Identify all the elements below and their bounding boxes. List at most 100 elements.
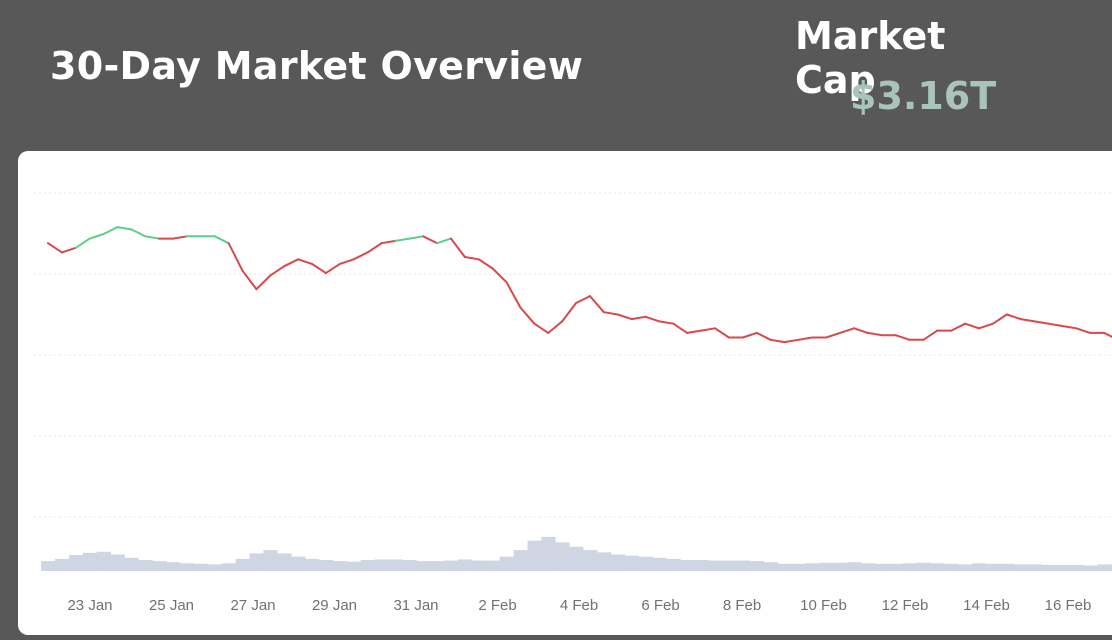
price-segment: [366, 242, 383, 254]
price-segment: [700, 327, 717, 332]
price-segment: [714, 327, 730, 339]
volume-bar: [235, 558, 250, 571]
volume-bar: [930, 563, 945, 571]
price-segment: [283, 258, 300, 268]
volume-bar: [652, 557, 667, 571]
price-segment: [950, 322, 967, 332]
market-cap-label: Market Cap: [795, 14, 946, 102]
volume-bar: [708, 560, 723, 571]
volume-bar: [999, 563, 1015, 571]
price-segment: [380, 239, 397, 245]
price-segment: [1033, 320, 1050, 325]
price-segment: [866, 331, 883, 337]
volume-bar: [152, 561, 167, 571]
price-segment: [533, 322, 550, 334]
volume-bar: [360, 560, 375, 571]
volume-bar: [555, 542, 570, 571]
volume-bar: [444, 560, 459, 571]
price-segment: [352, 251, 369, 261]
volume-bar: [722, 560, 737, 571]
price-segment: [172, 235, 188, 240]
volume-bar: [249, 553, 264, 571]
volume-bar: [471, 560, 487, 571]
price-segment: [561, 302, 578, 323]
x-tick-label: 16 Feb: [1045, 597, 1092, 614]
price-segment: [408, 235, 425, 240]
volume-bar: [1069, 564, 1084, 571]
price-segment: [144, 235, 161, 240]
volume-bar: [166, 562, 181, 571]
price-segment: [1075, 327, 1092, 334]
price-segment: [922, 329, 939, 341]
volume-bar: [735, 560, 751, 571]
x-tick-label: 29 Jan: [312, 597, 357, 614]
price-segment: [436, 237, 452, 245]
x-tick-label: 25 Jan: [149, 597, 194, 614]
x-tick-label: 12 Feb: [882, 597, 929, 614]
price-segment: [783, 338, 800, 344]
volume-bar: [68, 555, 84, 571]
volume-bar: [430, 561, 445, 571]
price-segment: [297, 258, 314, 265]
price-segment: [227, 242, 244, 272]
volume-bar: [624, 555, 639, 571]
price-segment: [394, 237, 411, 242]
price-segment: [519, 306, 536, 325]
price-segment: [60, 246, 77, 254]
price-segment: [852, 327, 869, 334]
volume-bar: [569, 546, 584, 571]
x-tick-label: 6 Feb: [641, 597, 679, 614]
volume-bar: [791, 563, 806, 571]
price-segment: [964, 322, 981, 330]
price-segment: [630, 315, 647, 321]
volume-bar: [263, 550, 278, 571]
volume-bar: [944, 563, 959, 571]
volume-bar: [110, 554, 125, 571]
volume-bar: [1097, 564, 1112, 571]
volume-bar: [221, 563, 237, 571]
price-segment: [672, 322, 689, 334]
market-cap-chart[interactable]: 23 Jan 25 Jan 27 Jan 29 Jan 31 Jan 2 Feb 4 Feb…: [18, 151, 1112, 635]
volume-bar: [207, 564, 223, 571]
volume-bar: [291, 556, 306, 571]
volume-bar: [388, 559, 403, 571]
volume-bar: [374, 559, 389, 571]
volume-bar: [513, 550, 528, 571]
price-segment: [463, 256, 480, 261]
price-segment: [255, 274, 272, 291]
price-segment: [755, 331, 772, 341]
volume-bar: [541, 536, 556, 571]
price-segment: [311, 262, 327, 275]
x-tick-label: 10 Feb: [800, 597, 847, 614]
volume-bar: [180, 563, 195, 571]
price-segment: [505, 281, 522, 309]
volume-bar: [610, 554, 626, 571]
price-segment: [338, 258, 355, 265]
volume-bar: [332, 561, 348, 571]
price-segment: [1047, 322, 1064, 327]
volume-bar: [1027, 564, 1042, 571]
price-segment: [769, 338, 786, 344]
price-segment: [74, 237, 91, 249]
price-segment: [116, 226, 133, 231]
volume-bar: [861, 563, 876, 571]
market-cap-value: $3.16T: [850, 74, 997, 118]
price-segment: [825, 331, 842, 339]
volume-bar: [596, 552, 612, 571]
price-segment: [449, 237, 466, 258]
volume-bar: [319, 560, 334, 571]
volume-bar: [96, 551, 111, 571]
price-segment: [839, 327, 855, 334]
volume-bar: [416, 561, 431, 571]
volume-bar: [1055, 564, 1070, 571]
price-segment: [130, 228, 147, 238]
price-segment: [978, 322, 994, 330]
price-segment: [88, 233, 105, 240]
volume-bar: [847, 562, 862, 571]
volume-bar: [82, 552, 98, 571]
price-segment: [741, 331, 758, 339]
price-segment: [1019, 318, 1036, 323]
volume-bar: [55, 558, 70, 571]
volume-bar: [583, 550, 598, 571]
volume-bar: [1013, 564, 1029, 571]
